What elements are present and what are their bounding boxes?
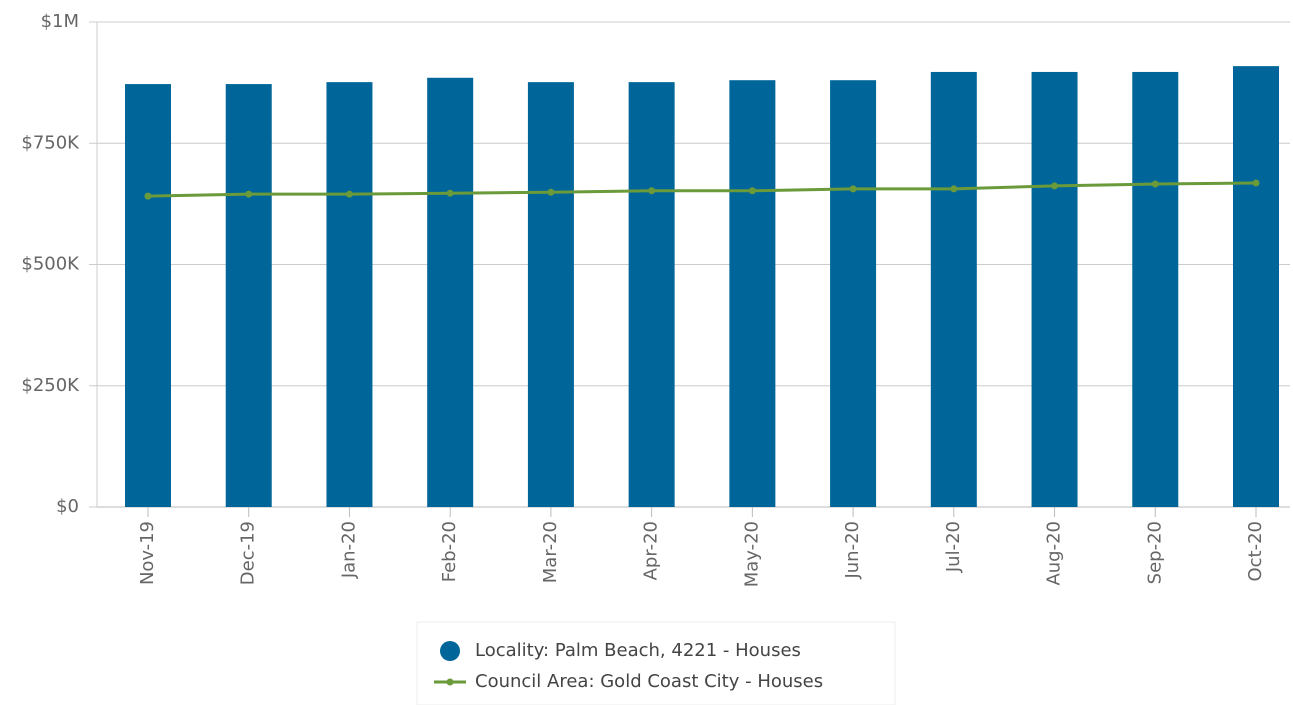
line-point xyxy=(648,187,656,195)
bar xyxy=(1132,71,1179,507)
bar xyxy=(326,82,373,507)
bar xyxy=(930,71,977,507)
line-point xyxy=(547,188,555,196)
bar xyxy=(427,77,474,508)
y-tick-label: $500K xyxy=(21,254,80,275)
y-tick-label: $0 xyxy=(56,496,79,517)
line-point xyxy=(1051,182,1059,190)
y-tick-label: $750K xyxy=(21,132,80,153)
line-point xyxy=(1252,179,1260,187)
line-point xyxy=(446,189,454,197)
line xyxy=(147,181,1257,198)
line-point xyxy=(748,187,756,195)
legend-label: Locality: Palm Beach, 4221 - Houses xyxy=(475,640,801,661)
legend-marker xyxy=(446,678,454,686)
line-point xyxy=(144,192,152,200)
x-tick-label: Nov-19 xyxy=(137,521,158,585)
x-tick-label: Apr-20 xyxy=(641,521,662,580)
legend-marker xyxy=(440,641,460,661)
line-point xyxy=(245,190,253,198)
line-point xyxy=(849,185,857,193)
x-tick-label: Jul-20 xyxy=(943,521,964,573)
y-tick-label: $1M xyxy=(41,11,79,32)
bar xyxy=(1031,71,1078,507)
legend-label: Council Area: Gold Coast City - Houses xyxy=(475,671,823,692)
x-tick-label: Oct-20 xyxy=(1245,521,1266,582)
x-tick-label: May-20 xyxy=(741,521,762,587)
legend-box xyxy=(416,621,896,705)
y-tick-label: $250K xyxy=(21,375,80,396)
x-tick-label: Dec-19 xyxy=(238,521,259,585)
line-point xyxy=(950,185,958,193)
x-tick-label: Feb-20 xyxy=(439,521,460,582)
legend: Locality: Palm Beach, 4221 - Houses Counc… xyxy=(434,640,823,692)
bar xyxy=(527,82,574,507)
x-tick-label: Sep-20 xyxy=(1144,521,1165,584)
x-tick-label: Aug-20 xyxy=(1044,521,1065,586)
bar xyxy=(125,84,171,507)
line-point xyxy=(1151,180,1159,188)
x-tick-label: Jun-20 xyxy=(842,521,863,580)
bar xyxy=(830,80,877,507)
line-point xyxy=(345,190,353,198)
bar xyxy=(1233,66,1279,507)
bar xyxy=(729,80,776,507)
x-tick-label: Jan-20 xyxy=(338,521,359,579)
bar xyxy=(628,82,675,507)
bar xyxy=(225,84,272,507)
x-tick-label: Mar-20 xyxy=(540,521,561,583)
